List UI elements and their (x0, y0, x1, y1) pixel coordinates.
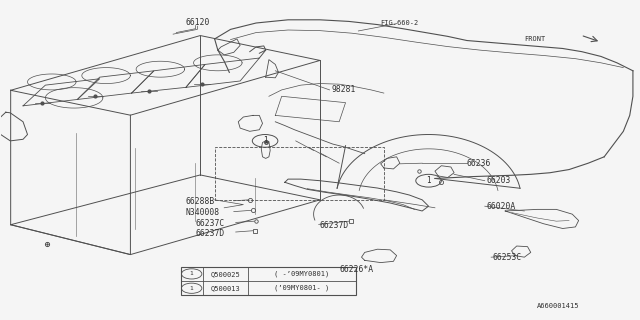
Text: 66020A: 66020A (486, 202, 515, 211)
Text: Q500025: Q500025 (211, 271, 241, 277)
Text: 66203: 66203 (486, 176, 511, 185)
Text: 66226*A: 66226*A (339, 265, 373, 275)
Bar (214, 147, 384, 200)
Text: 66237C: 66237C (195, 219, 225, 228)
Text: 66237D: 66237D (195, 229, 225, 238)
Text: 66288B: 66288B (186, 197, 215, 206)
Text: Q500013: Q500013 (211, 285, 241, 291)
Text: 1: 1 (426, 176, 431, 185)
Text: 1: 1 (263, 136, 268, 145)
Text: 1: 1 (190, 271, 193, 276)
Text: 66236: 66236 (467, 159, 492, 168)
Text: A660001415: A660001415 (537, 303, 580, 309)
Bar (180, 267, 356, 295)
Text: 1: 1 (190, 286, 193, 291)
Text: FIG.660-2: FIG.660-2 (381, 20, 419, 26)
Text: 66237D: 66237D (320, 221, 349, 230)
Text: 66120: 66120 (185, 19, 209, 28)
Text: 98281: 98281 (332, 85, 356, 94)
Text: FRONT: FRONT (524, 36, 546, 42)
Text: ( -’09MY0801): ( -’09MY0801) (275, 271, 330, 277)
Text: N340008: N340008 (186, 208, 220, 217)
Text: (’09MY0801- ): (’09MY0801- ) (275, 285, 330, 292)
Text: 66253C: 66253C (492, 253, 522, 262)
